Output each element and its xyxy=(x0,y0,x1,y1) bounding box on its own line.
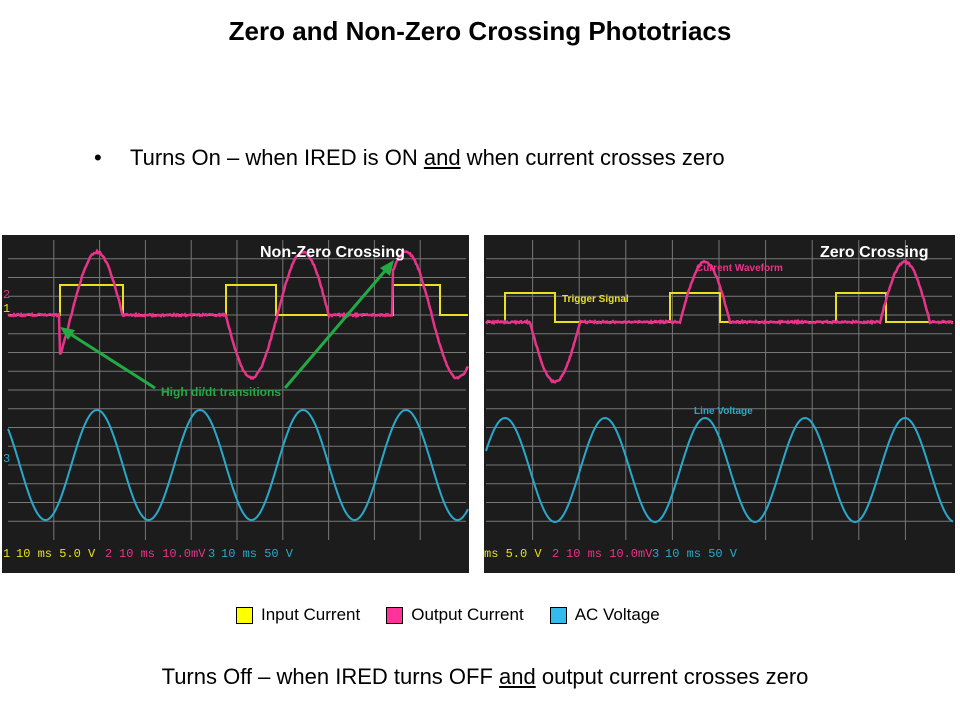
current-waveform-label: Current Waveform xyxy=(696,263,783,274)
scope-label: Zero Crossing xyxy=(820,244,928,261)
scope-non-zero-crossing: Non-Zero Crossing High di/dt transitions… xyxy=(2,235,469,573)
scope-readout: ms 5.0 V 2 10 ms 10.0mV 3 10 ms 50 V xyxy=(484,547,738,561)
legend-item-output-current: Output Current xyxy=(386,605,523,625)
annotation-text: High di/dt transitions xyxy=(161,385,281,399)
ch3-number: 3 xyxy=(208,547,215,561)
legend-swatch xyxy=(386,607,403,624)
legend-label: Input Current xyxy=(261,605,360,625)
ch1-readout: 10 ms 5.0 V xyxy=(16,547,96,561)
ch2-readout: 10 ms 10.0mV xyxy=(119,547,206,561)
ch2-readout: 10 ms 10.0mV xyxy=(566,547,653,561)
legend: Input Current Output Current AC Voltage xyxy=(236,605,660,625)
footer-text: Turns Off – when IRED turns OFF xyxy=(162,664,499,689)
scope-readout: 1 10 ms 5.0 V 2 10 ms 10.0mV 3 10 ms 50 … xyxy=(3,547,294,561)
channel-marker-1: 1 xyxy=(3,302,10,316)
channel-marker-2: 2 xyxy=(3,288,10,302)
legend-swatch xyxy=(236,607,253,624)
legend-item-ac-voltage: AC Voltage xyxy=(550,605,660,625)
legend-label: AC Voltage xyxy=(575,605,660,625)
ch3-number: 3 xyxy=(652,547,659,561)
scope-zero-crossing: Zero Crossing Trigger Signal Current Wav… xyxy=(484,235,955,573)
legend-label: Output Current xyxy=(411,605,523,625)
footer-emphasis: and xyxy=(499,664,536,689)
footer-turns-off: Turns Off – when IRED turns OFF and outp… xyxy=(0,664,960,690)
ch3-readout: 10 ms 50 V xyxy=(665,547,738,561)
footer-text-end: output current crosses zero xyxy=(536,664,809,689)
ch2-number: 2 xyxy=(552,547,559,561)
legend-item-input-current: Input Current xyxy=(236,605,360,625)
ch2-number: 2 xyxy=(105,547,112,561)
trigger-signal-label: Trigger Signal xyxy=(562,294,629,305)
ch1-readout: ms 5.0 V xyxy=(484,547,542,561)
legend-swatch xyxy=(550,607,567,624)
ch3-readout: 10 ms 50 V xyxy=(221,547,294,561)
line-voltage-label: Line Voltage xyxy=(694,406,753,417)
scope-label: Non-Zero Crossing xyxy=(260,244,405,261)
ch1-number: 1 xyxy=(3,547,10,561)
channel-marker-3: 3 xyxy=(3,452,10,466)
